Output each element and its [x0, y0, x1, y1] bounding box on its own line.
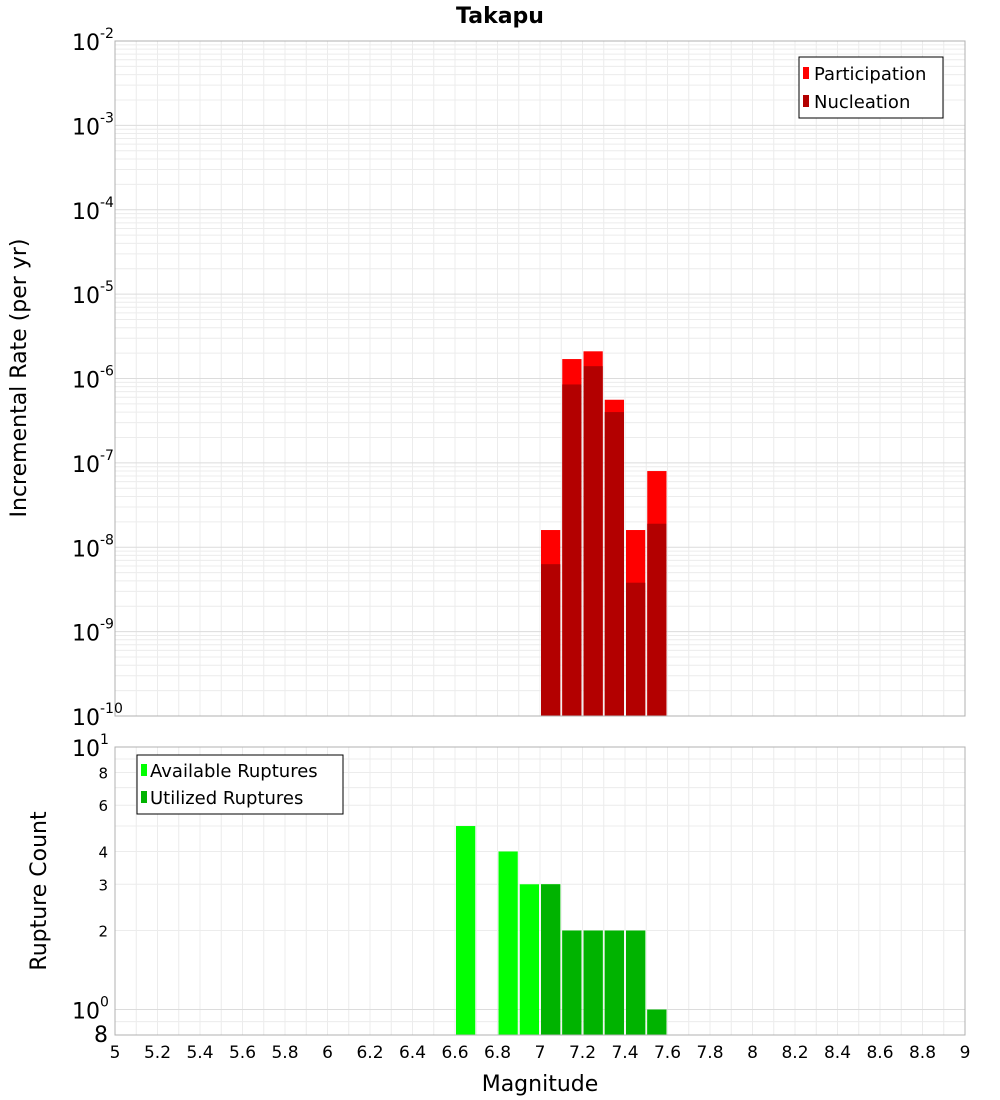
nucleation-bar [626, 582, 646, 716]
x-tick-label: 8.6 [866, 1043, 893, 1063]
utilized-ruptures-bar [647, 1009, 667, 1035]
x-tick-label: 8.8 [909, 1043, 936, 1063]
x-tick-label: 8 [747, 1043, 758, 1063]
rate-legend: Participation Nucleation [798, 56, 944, 119]
utilized-ruptures-bar [541, 884, 561, 1035]
x-tick-label: 7.4 [611, 1043, 638, 1063]
rate-plot-frame [114, 40, 966, 717]
count-y-minor-tick-label: 8 [94, 1023, 108, 1048]
available-ruptures-bar [519, 884, 539, 1035]
utilized-ruptures-bar [583, 930, 603, 1035]
legend-swatch-utilized [141, 791, 147, 803]
nucleation-bar [604, 412, 624, 716]
nucleation-bar [647, 523, 667, 716]
x-tick-label: 6.2 [356, 1043, 383, 1063]
count-y-minor-tick-label: 2 [98, 923, 108, 941]
rate-panel: 10-2 10-3 10-4 10-5 10-6 10-7 10-8 10-9 10-10 In… [7, 26, 966, 731]
utilized-ruptures-bar [604, 930, 624, 1035]
x-tick-label: 5.4 [186, 1043, 213, 1063]
chart-title: Takapu [456, 4, 544, 29]
rate-legend-box [798, 56, 944, 119]
count-y-major-tick-label: 101 [72, 732, 109, 762]
rate-y-tick-label: 10-7 [72, 448, 114, 478]
utilized-ruptures-bar [562, 930, 582, 1035]
rate-y-tick-label: 10-9 [72, 617, 114, 647]
legend-label-nucleation: Nucleation [814, 92, 910, 113]
x-tick-label: 5.2 [144, 1043, 171, 1063]
count-y-minor-tick-label: 6 [98, 797, 108, 815]
x-tick-label: 6.6 [441, 1043, 468, 1063]
rate-gridlines [114, 41, 966, 717]
legend-label-utilized: Utilized Ruptures [150, 788, 303, 809]
legend-swatch-available [141, 764, 147, 776]
x-tick-label: 5 [110, 1043, 121, 1063]
nucleation-bar [541, 564, 561, 716]
x-tick-label: 5.6 [229, 1043, 256, 1063]
count-y-minor-tick-label: 3 [98, 876, 108, 894]
x-tick-label: 7.2 [569, 1043, 596, 1063]
x-tick-label: 6 [322, 1043, 333, 1063]
rate-y-tick-label: 10-4 [72, 195, 114, 225]
count-y-axis-label: Rupture Count [27, 811, 52, 971]
rate-y-tick-label: 10-3 [72, 110, 114, 140]
x-tick-label: 9 [960, 1043, 971, 1063]
x-tick-label: 6.8 [484, 1043, 511, 1063]
available-ruptures-bar [456, 826, 476, 1035]
x-tick-label: 6.4 [399, 1043, 426, 1063]
count-legend: Available Ruptures Utilized Ruptures [136, 754, 344, 815]
count-y-minor-tick-label: 4 [98, 843, 108, 861]
rate-y-tick-label: 10-2 [72, 26, 114, 56]
count-plot-frame [114, 746, 966, 1036]
x-tick-label: 7.8 [696, 1043, 723, 1063]
count-bars [456, 826, 667, 1035]
legend-swatch-participation [803, 67, 809, 79]
legend-label-available: Available Ruptures [150, 761, 318, 782]
rate-y-tick-label: 10-10 [72, 701, 123, 731]
rate-y-tick-label: 10-6 [72, 364, 114, 394]
x-tick-label: 8.2 [781, 1043, 808, 1063]
count-y-major-tick-label: 100 [72, 995, 109, 1025]
x-tick-label: 7.6 [654, 1043, 681, 1063]
rate-y-axis-label: Incremental Rate (per yr) [7, 239, 32, 518]
available-ruptures-bar [498, 851, 518, 1035]
x-tick-label: 8.4 [824, 1043, 851, 1063]
count-legend-box [136, 754, 344, 815]
nucleation-bar [562, 384, 582, 716]
legend-swatch-nucleation [803, 95, 809, 107]
rate-y-tick-label: 10-8 [72, 532, 114, 562]
legend-label-participation: Participation [814, 64, 926, 85]
utilized-ruptures-bar [626, 930, 646, 1035]
nucleation-bar [583, 366, 603, 716]
count-y-minor-tick-label: 8 [98, 764, 108, 782]
rate-y-tick-label: 10-5 [72, 279, 114, 309]
x-axis-label: Magnitude [482, 1072, 599, 1097]
rate-y-tick-labels: 10-2 10-3 10-4 10-5 10-6 10-7 10-8 10-9 10-10 [72, 26, 123, 731]
rate-bars [541, 351, 667, 716]
x-tick-label: 7 [535, 1043, 546, 1063]
x-tick-label: 5.8 [271, 1043, 298, 1063]
x-tick-labels: 5 5.2 5.4 5.6 5.8 6 6.2 6.4 6.6 6.8 7 7.2 7.4 7.6 7.8 8… [110, 1043, 971, 1063]
